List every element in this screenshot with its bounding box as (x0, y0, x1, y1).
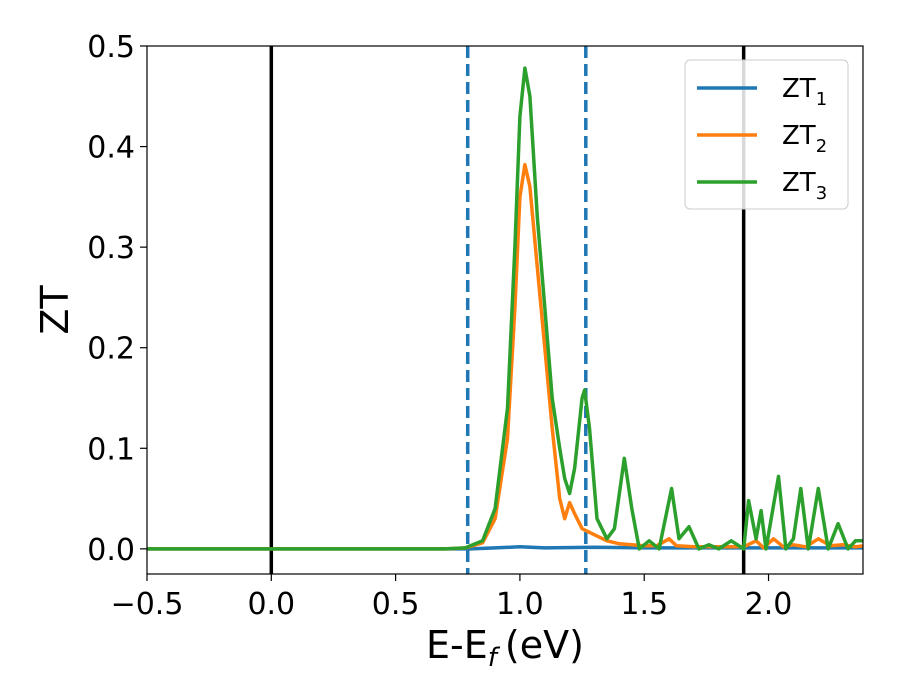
legend-label-subscript: 3 (816, 183, 827, 204)
legend-label-main: ZT (782, 121, 816, 151)
x-tick-label: 1.0 (496, 587, 544, 622)
y-tick-label: 0.4 (87, 131, 135, 166)
y-tick-label: 0.2 (87, 332, 135, 367)
legend-label-zt2: ZT2 (782, 121, 827, 157)
legend-label-subscript: 2 (816, 136, 827, 157)
x-tick-label: 1.5 (620, 587, 668, 622)
legend-label-subscript: 1 (816, 89, 827, 110)
legend-label-zt1: ZT1 (782, 74, 827, 110)
x-tick-label: 0.0 (247, 587, 295, 622)
x-tick-label: 0.5 (372, 587, 420, 622)
axes-frame (146, 45, 864, 575)
x-axis-label-unit: (eV) (505, 623, 584, 667)
x-axis-label: E-Ef (eV) (426, 623, 584, 673)
x-tick-label: −0.5 (111, 587, 184, 622)
y-tick-label: 0.1 (87, 432, 135, 467)
x-axis-label-main: E-E (426, 623, 488, 667)
y-axis-label: ZT (33, 285, 77, 335)
legend-label-main: ZT (782, 168, 816, 198)
y-tick-label: 0.3 (87, 231, 135, 266)
legend-box (684, 59, 849, 210)
y-tick-label: 0.5 (87, 30, 135, 65)
legend-label-main: ZT (782, 74, 816, 104)
legend-label-zt3: ZT3 (782, 168, 827, 204)
x-tick-label: 2.0 (745, 587, 793, 622)
series-line-zt2 (147, 162, 863, 551)
series-line-zt3 (147, 66, 863, 551)
y-tick-label: 0.0 (87, 533, 135, 568)
axis-ticks: −0.5 0.0 0.5 1.0 1.5 2.0 0.0 0.1 0.2 0.3 0.4 0.5 (87, 30, 792, 622)
x-axis-label-subscript: f (488, 643, 501, 673)
